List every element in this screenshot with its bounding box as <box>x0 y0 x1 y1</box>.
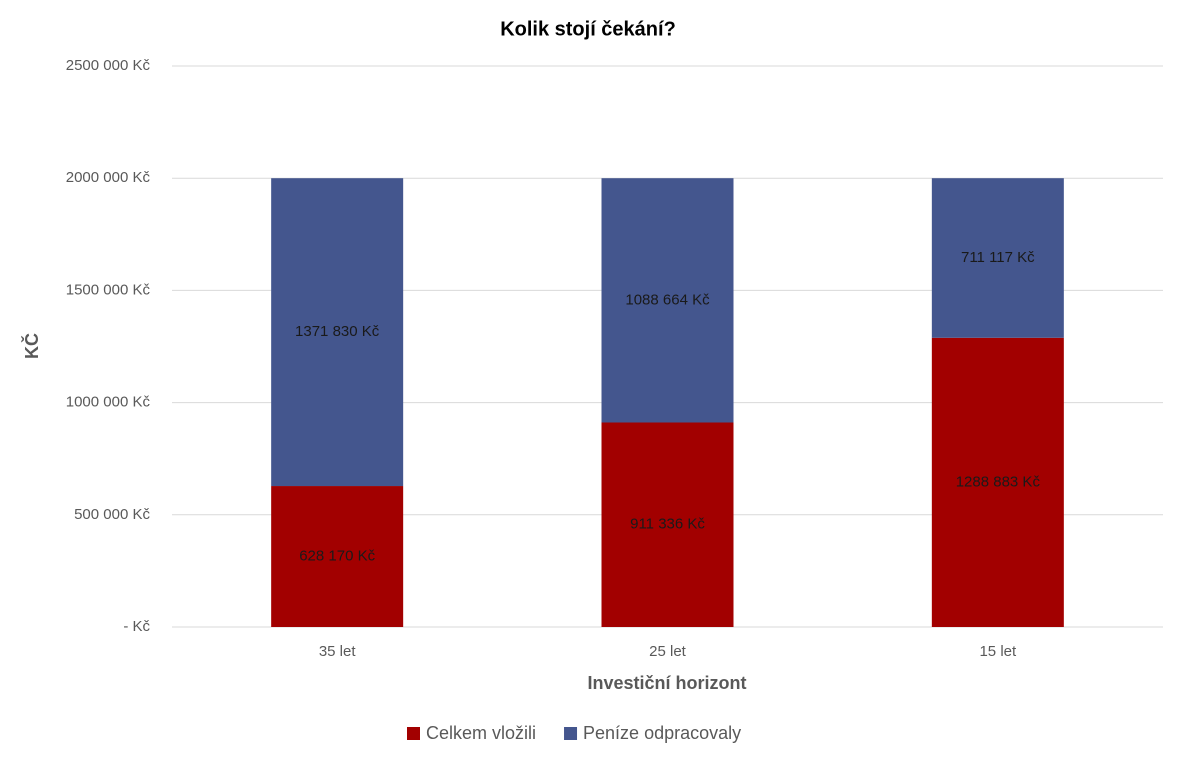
legend-label: Celkem vložili <box>426 723 536 743</box>
value-label: 911 336 Kč <box>630 516 705 533</box>
bar-segment <box>601 422 734 627</box>
y-tick-label: 1500 000 Kč <box>66 281 151 298</box>
legend-swatch <box>407 727 420 740</box>
bar-segment <box>931 337 1064 627</box>
y-tick-label: 1000 000 Kč <box>66 394 151 411</box>
legend-label: Peníze odpracovaly <box>583 723 741 743</box>
value-label: 1088 664 Kč <box>625 291 710 308</box>
value-label: 711 117 Kč <box>961 249 1035 266</box>
bar-segment <box>271 178 404 487</box>
x-tick-label: 25 let <box>649 643 687 660</box>
y-axis-title: KČ <box>21 333 42 359</box>
legend-swatch <box>564 727 578 740</box>
y-tick-label: 500 000 Kč <box>74 506 150 523</box>
bar-segment <box>601 178 734 423</box>
y-tick-label: - Kč <box>123 618 150 635</box>
y-tick-label: 2000 000 Kč <box>66 169 151 186</box>
value-label: 1288 883 Kč <box>956 473 1041 490</box>
bar-segment <box>931 178 1064 338</box>
bar-segment <box>271 486 404 627</box>
x-tick-label: 35 let <box>319 643 357 660</box>
x-axis-title: Investiční horizont <box>587 673 746 693</box>
chart-title: Kolik stojí čekání? <box>500 18 676 40</box>
value-label: 1371 830 Kč <box>295 323 380 340</box>
value-label: 628 170 Kč <box>299 547 375 564</box>
y-tick-label: 2500 000 Kč <box>66 57 151 74</box>
x-tick-label: 15 let <box>979 643 1017 660</box>
